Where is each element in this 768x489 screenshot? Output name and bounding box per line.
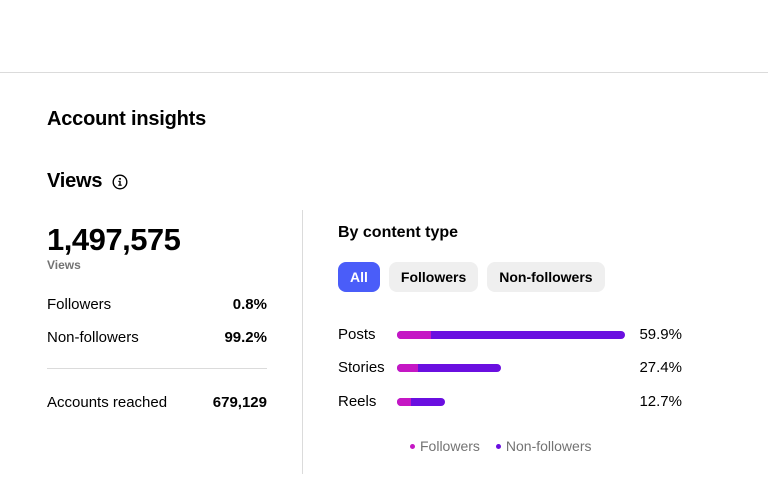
stat-row-followers: Followers 0.8%	[47, 296, 267, 313]
bar-followers	[397, 364, 418, 372]
content-row-percent: 59.9%	[639, 326, 682, 343]
bar-non-followers	[397, 364, 501, 372]
content-row-label: Posts	[338, 326, 376, 343]
views-total: 1,497,575	[47, 222, 181, 257]
content-bar	[397, 398, 445, 406]
content-filter-group: All Followers Non-followers	[338, 262, 605, 292]
top-divider	[0, 72, 768, 73]
legend-dot-non-followers	[495, 443, 501, 449]
bar-non-followers	[397, 398, 445, 406]
bar-followers	[397, 398, 411, 406]
views-total-caption: Views	[47, 258, 81, 272]
content-row-label: Reels	[338, 393, 377, 410]
filter-non-followers-button[interactable]: Non-followers	[487, 262, 605, 292]
views-heading: Views	[47, 170, 128, 193]
stat-value: 0.8%	[232, 296, 267, 313]
content-row-label: Stories	[338, 359, 385, 376]
stat-value: 679,129	[212, 394, 267, 411]
legend-label: Followers	[420, 438, 480, 454]
stat-label: Non-followers	[47, 329, 139, 346]
filter-all-button[interactable]: All	[338, 262, 380, 292]
content-row-percent: 12.7%	[639, 393, 682, 410]
stat-row-non-followers: Non-followers 99.2%	[47, 329, 267, 346]
column-divider	[302, 210, 303, 474]
stat-value: 99.2%	[224, 329, 267, 346]
content-row-posts: Posts 59.9%	[338, 325, 682, 345]
legend-label: Non-followers	[505, 438, 592, 454]
content-type-title: By content type	[338, 224, 459, 241]
views-title: Views	[47, 170, 103, 192]
content-bar	[397, 331, 625, 339]
legend-item-followers: Followers	[410, 438, 480, 454]
bar-non-followers	[397, 331, 625, 339]
bar-followers	[397, 331, 431, 339]
content-bar	[397, 364, 501, 372]
stat-label: Followers	[47, 296, 112, 313]
content-row-percent: 27.4%	[639, 359, 682, 376]
filter-followers-button[interactable]: Followers	[388, 262, 479, 292]
stat-label: Accounts reached	[47, 394, 168, 411]
chart-legend: Followers Non-followers	[410, 438, 592, 454]
info-icon[interactable]	[112, 173, 128, 190]
legend-dot-followers	[410, 443, 415, 449]
stats-divider	[47, 368, 267, 369]
stat-row-accounts-reached: Accounts reached 679,129	[47, 394, 267, 411]
content-row-stories: Stories 27.4%	[338, 358, 682, 378]
legend-item-non-followers: Non-followers	[495, 438, 592, 454]
page-title: Account insights	[47, 108, 207, 130]
content-row-reels: Reels 12.7%	[338, 392, 682, 412]
